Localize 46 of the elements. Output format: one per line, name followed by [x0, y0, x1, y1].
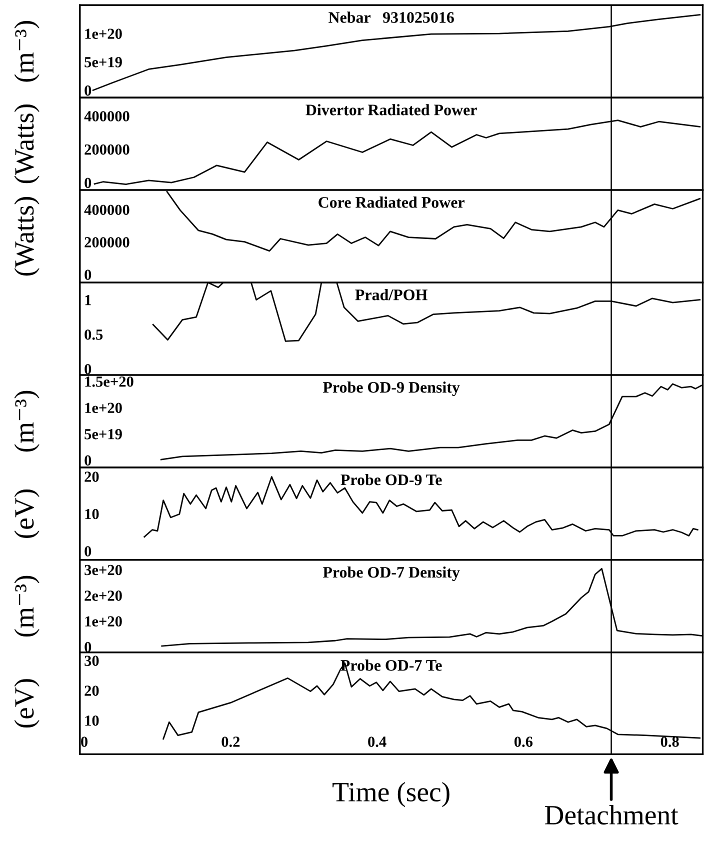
chart-title: Prad/POH [355, 289, 428, 300]
y-axis-title: (eV) [14, 490, 40, 538]
chart-title: Divertor Radiated Power [306, 104, 477, 116]
chart-title: Probe OD-9 Density [322, 382, 460, 396]
y-tick-label: 30 [84, 656, 99, 666]
y-tick-label: 10 [85, 508, 99, 520]
y-tick-label: 1e+20 [85, 402, 122, 414]
y-tick-label: 0 [84, 364, 92, 374]
chart-title: Nebar 931025016 [328, 12, 454, 23]
y-axis-title: (m⁻³) [14, 576, 40, 637]
x-tick-label: 0.4 [368, 736, 386, 747]
y-axis-title: (Watts) [14, 104, 40, 184]
y-tick-label: 1e+20 [85, 28, 122, 39]
y-tick-label: 5e+19 [84, 429, 122, 440]
y-tick-label: 0 [84, 642, 92, 652]
y-tick-label: 400000 [84, 204, 130, 216]
x-tick-label: 0.2 [222, 736, 240, 747]
chart-title: Probe OD-9 Te [340, 474, 442, 486]
y-tick-label: 400000 [84, 111, 130, 122]
y-tick-label: 5e+19 [84, 57, 122, 68]
y-axis-title: (m⁻³) [14, 21, 40, 82]
y-tick-label: 200000 [84, 237, 130, 248]
y-tick-label: 0 [84, 85, 92, 96]
y-axis-title: (eV) [14, 679, 40, 728]
y-axis-title: (m⁻³) [14, 390, 40, 452]
y-tick-label: 3e+20 [84, 564, 122, 576]
x-tick-label: 0.8 [660, 736, 679, 747]
y-tick-label: 0.5 [84, 329, 103, 340]
y-tick-label: 0 [84, 270, 92, 280]
y-tick-label: 2e+20 [84, 590, 122, 601]
y-tick-label: 200000 [84, 144, 130, 155]
y-tick-label: 1.5e+20 [85, 376, 134, 387]
x-tick-label: 0.6 [514, 736, 533, 747]
x-axis-title: Time (sec) [332, 782, 450, 808]
chart-title: Core Radiated Power [318, 196, 464, 208]
y-tick-label: 0 [84, 178, 92, 188]
y-tick-label: 10 [85, 715, 99, 726]
ref-line-label: Detachment [544, 805, 678, 825]
chart-title: Probe OD-7 Density [322, 566, 460, 581]
y-tick-label: 0 [84, 455, 92, 466]
y-tick-label: 1 [85, 295, 91, 306]
y-axis-title: (Watts) [14, 197, 40, 276]
y-tick-label: 0 [84, 546, 92, 556]
y-tick-label: 20 [84, 686, 99, 696]
y-tick-label: 20 [84, 472, 99, 482]
y-tick-label: 1e+20 [85, 616, 122, 627]
